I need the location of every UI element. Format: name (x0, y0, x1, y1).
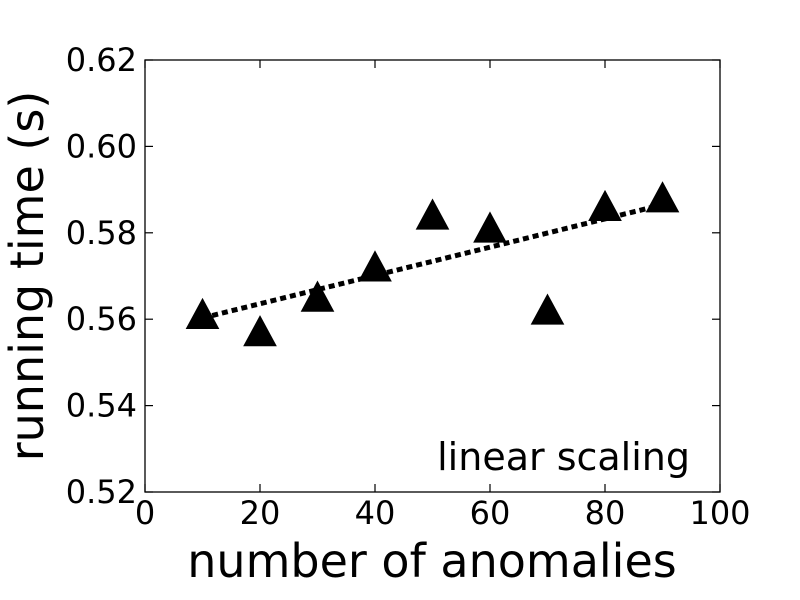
x-tick-label: 0 (135, 494, 155, 532)
y-tick-label: 0.62 (66, 41, 137, 79)
points-layer (185, 181, 680, 347)
annotation-label: linear scaling (437, 435, 690, 479)
data-point-triangle (300, 280, 335, 312)
y-axis-title: running time (s) (0, 91, 54, 462)
x-tick-label: 40 (355, 494, 396, 532)
tick-labels-layer: 0 20 40 60 80 100 0.52 0.54 0.56 0.58 0.60 0.62 (66, 41, 751, 532)
fit-layer (201, 202, 664, 321)
data-point-triangle (358, 250, 392, 282)
y-tick-label: 0.58 (66, 214, 137, 252)
x-axis-title: number of anomalies (187, 534, 676, 588)
data-point-triangle (185, 297, 220, 329)
data-point-triangle (473, 211, 507, 243)
x-tick-label: 20 (240, 494, 281, 532)
x-tick-label: 80 (585, 494, 626, 532)
data-point-triangle (243, 315, 277, 347)
y-tick-label: 0.54 (66, 387, 137, 425)
fit-line (201, 202, 664, 321)
y-tick-label: 0.60 (66, 127, 137, 165)
plot-frame (144, 59, 721, 493)
x-tick-label: 60 (470, 494, 511, 532)
data-point-triangle (588, 189, 622, 221)
y-tick-label: 0.56 (66, 300, 137, 338)
y-tick-label: 0.52 (66, 473, 137, 511)
data-point-triangle (645, 181, 680, 213)
data-point-triangle (415, 198, 450, 230)
data-point-triangle (530, 293, 565, 325)
plot-area (145, 60, 720, 492)
x-tick-label: 100 (689, 494, 750, 532)
